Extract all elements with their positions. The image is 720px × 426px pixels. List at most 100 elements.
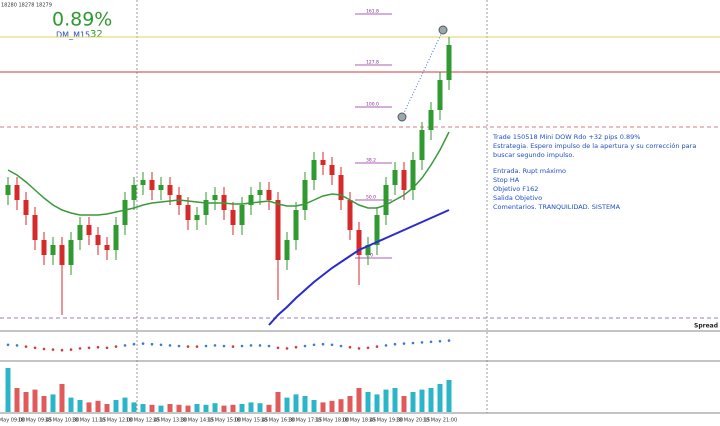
- fib-label: 38.2: [366, 158, 376, 164]
- oscillator-dot: [375, 345, 379, 348]
- oscillator-dot: [15, 344, 19, 347]
- candle-body: [23, 200, 29, 215]
- candle-body: [131, 185, 137, 200]
- note-line: Stop HA: [493, 176, 520, 184]
- candle-body: [428, 110, 434, 130]
- candle-body: [437, 80, 443, 110]
- fib-label: 0.0: [366, 253, 373, 259]
- oscillator-dot: [186, 345, 190, 348]
- oscillator-dot: [420, 341, 424, 344]
- oscillator-dot: [51, 348, 55, 351]
- volume-bar: [383, 389, 389, 412]
- oscillator-dot: [132, 342, 136, 346]
- volume-bar: [230, 404, 236, 412]
- fib-label: 50.0: [366, 195, 376, 201]
- candle-body: [302, 180, 308, 210]
- volume-bar: [284, 397, 290, 412]
- volume-bar: [392, 388, 398, 412]
- oscillator-dot: [339, 344, 343, 348]
- trade-note: Trade 150518 Mini DOW Rdo +32 pips 0.89%…: [493, 133, 718, 212]
- volume-bar: [266, 404, 272, 412]
- volume-bar: [428, 388, 434, 412]
- x-tick-label: 18 May 16:30: [261, 418, 295, 424]
- volume-bar: [212, 403, 218, 412]
- candle-body: [59, 245, 65, 265]
- candle-body: [392, 170, 398, 185]
- volume-bar: [446, 380, 452, 412]
- oscillator-dot: [330, 343, 334, 347]
- volume-bar: [131, 402, 137, 412]
- oscillator-dot: [267, 344, 271, 348]
- oscillator-dot: [393, 342, 397, 346]
- candle-body: [293, 210, 299, 240]
- x-tick-label: 18 May 19:30: [369, 418, 403, 424]
- oscillator-dot: [60, 348, 64, 352]
- oscillator-dot: [357, 347, 361, 350]
- oscillator-dot: [276, 346, 280, 350]
- candle-body: [410, 160, 416, 190]
- oscillator-dot: [447, 339, 451, 342]
- volume-bar: [32, 389, 38, 412]
- x-tick-label: 18 May 11:15: [72, 418, 106, 424]
- oscillator-dot: [195, 345, 199, 348]
- moving-average: [7, 131, 450, 216]
- volume-bar: [275, 392, 281, 412]
- volume-bar: [257, 403, 263, 412]
- oscillator-dot: [159, 343, 163, 347]
- fib-label: 161.8: [366, 9, 379, 15]
- volume-bar: [176, 404, 182, 412]
- oscillator-dot: [177, 344, 181, 348]
- oscillator-dot: [312, 343, 316, 347]
- candle-body: [356, 230, 362, 255]
- x-tick-label: 18 May 13:30: [153, 418, 187, 424]
- oscillator-dot: [150, 342, 154, 346]
- x-tick-label: 18 May 14:15: [180, 418, 214, 424]
- volume-bar: [239, 404, 245, 412]
- x-tick-label: 18 May 20:15: [396, 418, 430, 424]
- candle-body: [374, 215, 380, 245]
- volume-bar: [158, 405, 164, 412]
- candle-body: [14, 185, 20, 200]
- quote: 18280 18278 18279: [1, 3, 52, 9]
- candle-body: [149, 180, 155, 190]
- oscillator-dot: [69, 348, 73, 351]
- moving-average: [268, 209, 450, 326]
- candle-body: [338, 175, 344, 200]
- candle-body: [365, 245, 371, 255]
- trade-marker: [397, 112, 407, 122]
- note-line: Estrategia. Espero impulso de la apertur…: [493, 142, 697, 159]
- candle-body: [50, 245, 56, 255]
- oscillator-dot: [6, 343, 10, 347]
- candle-body: [194, 215, 200, 220]
- oscillator-dot: [33, 346, 37, 350]
- oscillator-dot: [96, 345, 100, 349]
- candle-body: [5, 185, 11, 195]
- oscillator-dot: [240, 344, 244, 348]
- volume-bar: [365, 392, 371, 412]
- volume-bar: [113, 400, 119, 412]
- candle-body: [77, 225, 83, 240]
- x-tick-label: 18 May 15:45: [234, 418, 268, 424]
- volume-bar: [302, 396, 308, 412]
- candle-body: [446, 45, 452, 80]
- candle-body: [122, 200, 128, 225]
- volume-bar: [77, 400, 83, 412]
- candle-body: [158, 185, 164, 190]
- candle-body: [311, 160, 317, 180]
- candle-body: [230, 210, 236, 225]
- volume-bar: [68, 397, 74, 412]
- oscillator-dot: [285, 347, 289, 350]
- volume-bar: [14, 388, 20, 412]
- volume-bar: [293, 394, 299, 412]
- oscillator-dot: [411, 341, 415, 345]
- oscillator-dot: [141, 342, 145, 345]
- candle-body: [140, 180, 146, 185]
- candle-body: [329, 165, 335, 175]
- oscillator-dot: [348, 345, 352, 349]
- x-tick-label: 18 May 18:00: [315, 418, 349, 424]
- x-tick-label: 18 May 15:00: [207, 418, 241, 424]
- candle-body: [248, 195, 254, 205]
- note-line: Trade 150518 Mini DOW Rdo +32 pips 0.89%: [493, 133, 641, 141]
- candle-body: [275, 200, 281, 260]
